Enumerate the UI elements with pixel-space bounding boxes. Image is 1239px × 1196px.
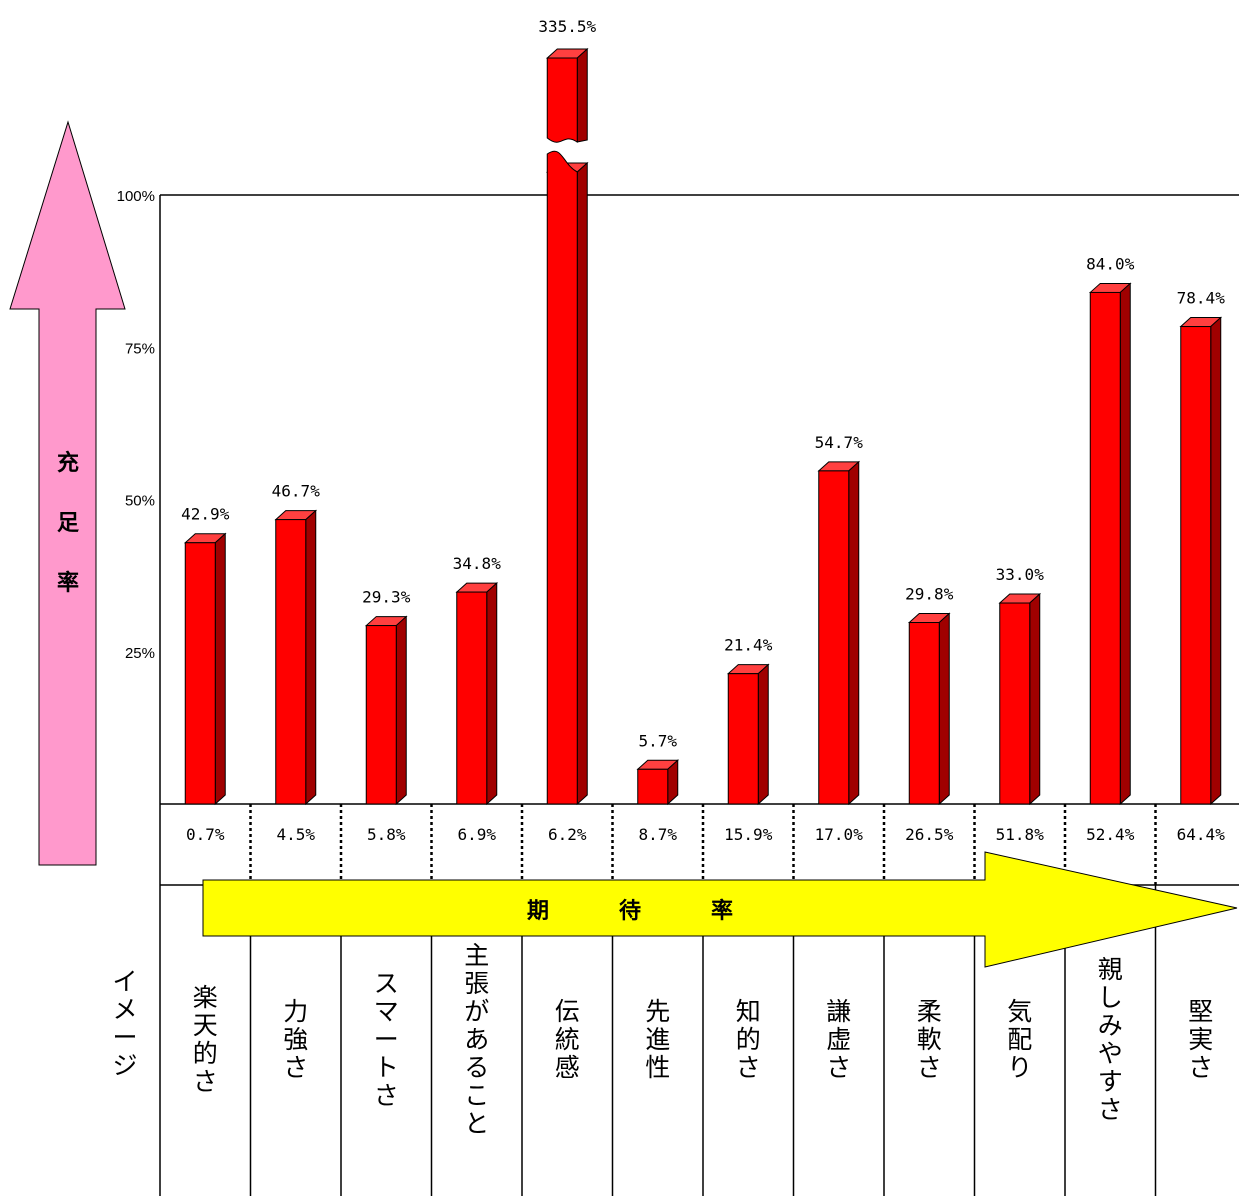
expectation-value-label: 15.9% xyxy=(724,825,773,844)
bar xyxy=(907,612,951,806)
bar xyxy=(183,532,227,806)
bar-value-label: 46.7% xyxy=(272,482,321,501)
bar xyxy=(274,509,318,806)
expectation-value-label: 26.5% xyxy=(905,825,954,844)
bar-value-label: 34.8% xyxy=(453,554,502,573)
bar-value-label: 33.0% xyxy=(996,565,1045,584)
category-label: 柔軟さ xyxy=(917,997,942,1082)
category-label: 先進性 xyxy=(645,997,670,1082)
bar-value-label: 21.4% xyxy=(724,636,773,655)
category-label: 堅実さ xyxy=(1188,997,1213,1082)
expectation-value-label: 0.7% xyxy=(186,825,225,844)
expectation-value-label: 51.8% xyxy=(996,825,1045,844)
satisfaction-arrow xyxy=(9,120,126,866)
expectation-value-label: 4.5% xyxy=(276,825,315,844)
category-label: 謙虚さ xyxy=(826,997,851,1082)
category-label: 伝統感 xyxy=(555,997,580,1082)
bar xyxy=(1088,282,1132,806)
y-tick-label: 25% xyxy=(125,645,155,662)
bar-value-label: 5.7% xyxy=(638,731,677,750)
expectation-value-label: 6.9% xyxy=(457,825,496,844)
y-tick-label: 100% xyxy=(117,188,155,205)
satisfaction-axis-title: 充足率 xyxy=(57,450,79,596)
category-label: 親しみやすさ xyxy=(1098,955,1123,1124)
category-label: 知的さ xyxy=(736,997,761,1082)
expectation-value-label: 64.4% xyxy=(1177,825,1226,844)
expectation-arrow xyxy=(202,851,1238,968)
category-label: 力強さ xyxy=(283,997,308,1082)
bar-value-label: 29.8% xyxy=(905,585,954,604)
bar xyxy=(998,592,1042,806)
bar-value-label: 29.3% xyxy=(362,588,411,607)
bar-value-label: 54.7% xyxy=(815,433,864,452)
category-label: 楽天的さ xyxy=(193,983,218,1096)
category-label: 主張があること xyxy=(464,941,489,1138)
expectation-value-label: 6.2% xyxy=(548,825,587,844)
bar xyxy=(726,663,770,806)
category-label: スマートさ xyxy=(374,969,399,1110)
bar xyxy=(817,460,861,806)
bar-value-label: 335.5% xyxy=(538,17,596,36)
bar xyxy=(636,759,680,806)
expectation-value-label: 17.0% xyxy=(815,825,864,844)
expectation-axis-title: 期待率 xyxy=(527,898,803,924)
expectation-value-label: 5.8% xyxy=(367,825,406,844)
bar xyxy=(364,615,408,806)
category-label: 気配り xyxy=(1007,997,1032,1082)
row-label: イメージ xyxy=(112,967,137,1080)
bar xyxy=(1179,316,1223,806)
y-tick-label: 50% xyxy=(125,493,155,510)
expectation-value-label: 8.7% xyxy=(638,825,677,844)
bar-value-label: 78.4% xyxy=(1177,289,1226,308)
y-tick-label: 75% xyxy=(125,340,155,357)
bar xyxy=(545,47,589,806)
expectation-value-label: 52.4% xyxy=(1086,825,1135,844)
bar xyxy=(455,581,499,806)
bar-value-label: 42.9% xyxy=(181,505,230,524)
bar-value-label: 84.0% xyxy=(1086,254,1135,273)
